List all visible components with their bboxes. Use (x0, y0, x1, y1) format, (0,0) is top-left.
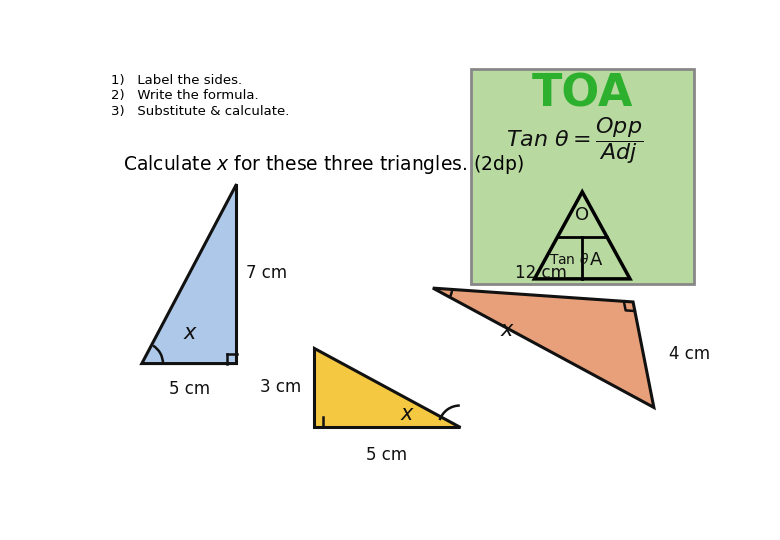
Text: 12 cm: 12 cm (515, 264, 566, 282)
Polygon shape (142, 184, 236, 363)
Text: $\it{x}$: $\it{x}$ (400, 403, 415, 423)
Text: 7 cm: 7 cm (246, 264, 287, 282)
Text: $\it{x}$: $\it{x}$ (500, 320, 515, 340)
Bar (470, 69, 694, 284)
Text: Tan $\theta$: Tan $\theta$ (548, 252, 589, 267)
Text: 5 cm: 5 cm (169, 381, 210, 399)
Text: 3)   Substitute & calculate.: 3) Substitute & calculate. (111, 105, 289, 118)
Text: 2)   Write the formula.: 2) Write the formula. (111, 90, 259, 103)
Polygon shape (433, 288, 654, 408)
Text: O: O (575, 206, 590, 224)
Text: A: A (590, 251, 602, 268)
Text: Calculate $\it{x}$ for these three triangles. (2dp): Calculate $\it{x}$ for these three trian… (122, 153, 523, 177)
Text: $\mathit{Tan}\ \theta = \dfrac{\mathit{Opp}}{\mathit{Adj}}$: $\mathit{Tan}\ \theta = \dfrac{\mathit{O… (506, 115, 644, 166)
Polygon shape (534, 192, 630, 279)
Text: $\it{x}$: $\it{x}$ (183, 323, 198, 343)
Text: 4 cm: 4 cm (669, 345, 711, 362)
Text: 5 cm: 5 cm (366, 446, 407, 464)
Text: 1)   Label the sides.: 1) Label the sides. (111, 74, 242, 87)
Polygon shape (314, 348, 460, 427)
Text: 3 cm: 3 cm (260, 377, 301, 396)
Text: TOA: TOA (531, 72, 633, 116)
